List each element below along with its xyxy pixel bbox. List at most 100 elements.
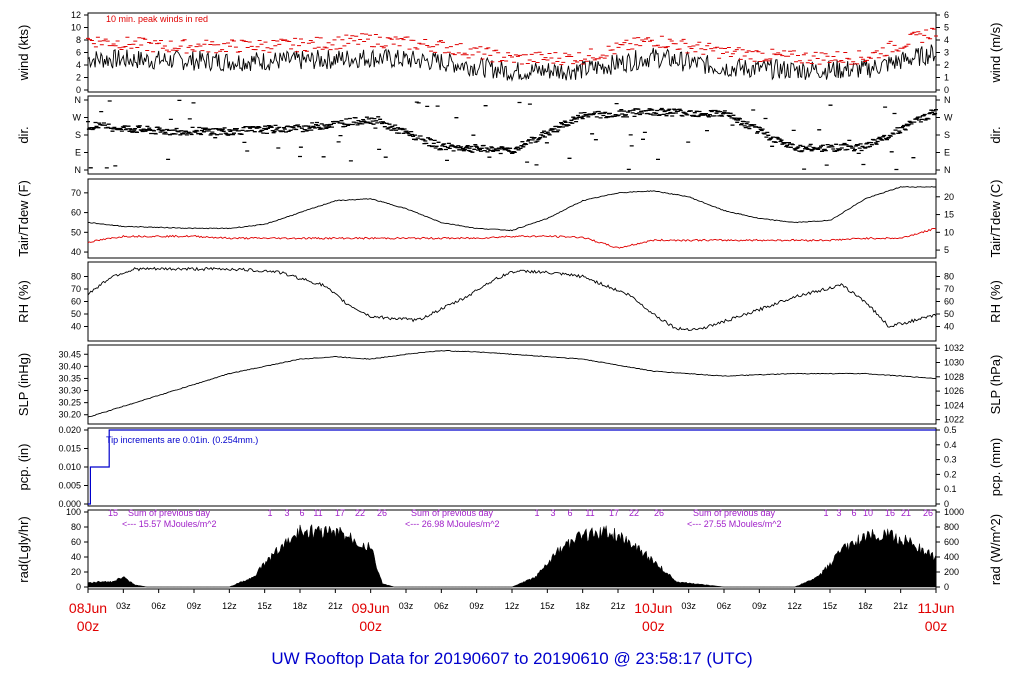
pcp-ytick-left-label: 0.005 (58, 481, 81, 491)
rh-ytick-left-label: 50 (71, 309, 81, 319)
pcp-ytick-right-label: 0 (944, 499, 949, 509)
tair-series-line (87, 186, 937, 232)
rad-ytick-left-label: 0 (76, 582, 81, 592)
wind-ytick-right-label: 5 (944, 23, 949, 33)
x-tick-label: 21z (328, 601, 343, 611)
x-tick-label: 09z (752, 601, 767, 611)
temp-ytick-right-label: 20 (944, 192, 954, 202)
x-tick-label: 15z (823, 601, 838, 611)
rh-ytick-right-label: 80 (944, 272, 954, 282)
x-date-label: 08Jun (69, 600, 107, 616)
temp-ytick-right-label: 10 (944, 227, 954, 237)
rh-ytick-left-label: 40 (71, 322, 81, 332)
rad-ytick-left-label: 20 (71, 567, 81, 577)
x-tick-label: 21z (893, 601, 908, 611)
dir-ytick-left-label: N (75, 95, 82, 105)
wind-ytick-right-label: 1 (944, 73, 949, 83)
dir-ytick-left-label: N (75, 165, 82, 175)
wind-ytick-right-label: 3 (944, 48, 949, 58)
x-tick-label: 09z (187, 601, 202, 611)
rad-ytick-left-label: 100 (66, 507, 81, 517)
x-tick-label: 06z (151, 601, 166, 611)
rad-ytick-right-label: 1000 (944, 507, 964, 517)
x-date-time-label: 00z (359, 618, 382, 634)
rad-hour-mark: 3 (550, 508, 555, 518)
temp-ytick-right-label: 15 (944, 210, 954, 220)
rad-hour-mark: 3 (836, 508, 841, 518)
slp-ylabel-left: SLP (inHg) (16, 353, 31, 416)
x-date-label: 09Jun (352, 600, 390, 616)
pcp-ytick-left-label: 0.015 (58, 444, 81, 454)
x-tick-label: 03z (399, 601, 414, 611)
rad-hour-mark: 22 (355, 508, 365, 518)
slp-ytick-left-label: 30.35 (58, 373, 81, 383)
x-tick-label: 21z (611, 601, 626, 611)
slp-ytick-right-label: 1030 (944, 358, 964, 368)
wind-ytick-right-label: 6 (944, 10, 949, 20)
wind-ylabel-left: wind (kts) (16, 25, 31, 82)
dir-ytick-right-label: N (944, 95, 951, 105)
tdew-series-line (87, 227, 937, 249)
dir-ytick-right-label: S (944, 130, 950, 140)
temp-ytick-left-label: 40 (71, 247, 81, 257)
slp-ytick-right-label: 1032 (944, 343, 964, 353)
temp-ytick-left-label: 50 (71, 227, 81, 237)
rad-summary-line2: <--- 15.57 MJoules/m^2 (122, 519, 217, 529)
pcp-ytick-right-label: 0.4 (944, 440, 957, 450)
wind-ytick-left-label: 0 (76, 85, 81, 95)
rad-hour-mark: 6 (299, 508, 304, 518)
rad-hour-mark: 26 (923, 508, 933, 518)
slp-ytick-left-label: 30.40 (58, 361, 81, 371)
temp-ytick-left-label: 60 (71, 208, 81, 218)
rad-hour-mark: 11 (313, 508, 322, 518)
rh-ytick-right-label: 70 (944, 284, 954, 294)
wind-ytick-right-label: 4 (944, 35, 949, 45)
wind-ytick-left-label: 4 (76, 60, 81, 70)
pcp-ytick-right-label: 0.2 (944, 469, 957, 479)
rad-hour-mark: 10 (863, 508, 873, 518)
rad-hour-mark: 22 (629, 508, 639, 518)
x-tick-label: 03z (681, 601, 696, 611)
rad-ytick-right-label: 0 (944, 582, 949, 592)
rh-frame (87, 261, 937, 342)
wind-ytick-left-label: 6 (76, 48, 81, 58)
rh-ytick-left-label: 70 (71, 284, 81, 294)
rad-hour-mark: 1 (534, 508, 539, 518)
rad-summary-line2: <--- 27.55 MJoules/m^2 (687, 519, 782, 529)
x-tick-label: 15z (540, 601, 555, 611)
dir-ytick-right-label: E (944, 148, 950, 158)
slp-ytick-left-label: 30.30 (58, 386, 81, 396)
dir-ylabel-right: dir. (988, 126, 1003, 143)
pcp-ylabel-right: pcp. (mm) (988, 438, 1003, 497)
x-date-label: 11Jun (917, 600, 954, 616)
pcp-ylabel-left: pcp. (in) (16, 444, 31, 491)
temp-frame (87, 178, 937, 259)
rad-hour-mark: 17 (335, 508, 345, 518)
slp-ytick-left-label: 30.45 (58, 349, 81, 359)
rad-hour-mark: 26 (654, 508, 664, 518)
temp-ytick-right-label: 5 (944, 245, 949, 255)
x-tick-label: 12z (222, 601, 237, 611)
slp-ytick-left-label: 30.25 (58, 398, 81, 408)
rad-area (87, 523, 937, 588)
pcp-ytick-right-label: 0.1 (944, 484, 957, 494)
pcp-ytick-left-label: 0.020 (58, 425, 81, 435)
temp-ylabel-right: Tair/Tdew (C) (988, 179, 1003, 257)
wind-ytick-left-label: 2 (76, 73, 81, 83)
rad-hour-mark: 16 (885, 508, 895, 518)
wind-annotation: 10 min. peak winds in red (106, 14, 208, 24)
pcp-series-line (88, 429, 936, 505)
rad-hour-mark: 6 (851, 508, 856, 518)
x-tick-label: 18z (858, 601, 873, 611)
rh-ytick-right-label: 50 (944, 309, 954, 319)
slp-ytick-right-label: 1024 (944, 400, 964, 410)
x-tick-label: 06z (434, 601, 449, 611)
chart-title: UW Rooftop Data for 20190607 to 20190610… (271, 649, 753, 668)
pcp-ytick-right-label: 0.3 (944, 455, 957, 465)
wind-ytick-right-label: 0 (944, 85, 949, 95)
slp-ylabel-right: SLP (hPa) (988, 355, 1003, 415)
rad-hour-mark: 21 (901, 508, 911, 518)
rad-hour-mark: 6 (567, 508, 572, 518)
